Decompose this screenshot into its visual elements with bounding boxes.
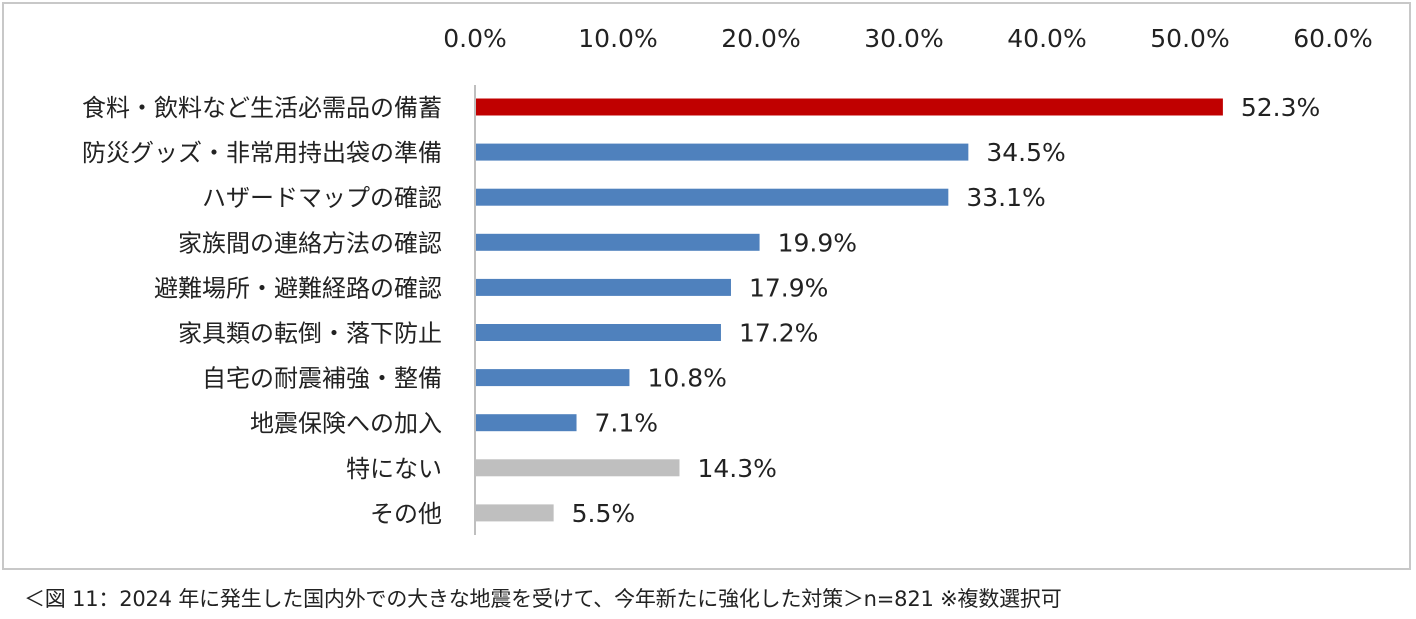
data-label: 5.5%: [572, 499, 636, 528]
x-tick-label: 20.0%: [721, 24, 800, 53]
bar: [476, 278, 731, 296]
data-label: 14.3%: [697, 454, 776, 483]
bar: [476, 324, 721, 341]
category-label: 避難場所・避難経路の確認: [154, 274, 442, 302]
x-tick-label: 30.0%: [864, 24, 943, 53]
category-label: 家具類の転倒・落下防止: [178, 320, 442, 348]
category-label: 家族間の連絡方法の確認: [178, 229, 442, 257]
data-label: 19.9%: [778, 228, 857, 257]
data-label: 17.9%: [749, 273, 828, 302]
category-label: ハザードマップの確認: [202, 184, 442, 212]
x-tick-label: 50.0%: [1150, 24, 1229, 53]
bar: [476, 414, 577, 432]
category-label: その他: [370, 500, 442, 528]
bar: [476, 143, 969, 161]
bar-chart: 0.0% 10.0% 20.0% 30.0% 40.0% 50.0% 60.0% 食料・飲料な…: [82, 24, 1373, 535]
x-tick-label: 60.0%: [1293, 24, 1372, 53]
bar: [476, 233, 760, 251]
bar: [476, 98, 1223, 116]
figure-caption: ＜図 11：2024 年に発生した国内外での大きな地震を受けて、今年新たに強化し…: [24, 587, 1062, 611]
data-label: 10.8%: [647, 364, 726, 393]
x-tick-label: 40.0%: [1007, 24, 1086, 53]
data-label: 52.3%: [1241, 93, 1320, 122]
bar: [476, 188, 949, 206]
category-label: 食料・飲料など生活必需品の備蓄: [82, 94, 442, 122]
data-label: 33.1%: [966, 183, 1045, 212]
data-label: 17.2%: [739, 319, 818, 348]
data-label: 7.1%: [595, 409, 659, 438]
data-label: 34.5%: [986, 138, 1065, 167]
x-tick-label: 0.0%: [443, 24, 507, 53]
category-label: 自宅の耐震補強・整備: [202, 365, 442, 393]
category-label: 防災グッズ・非常用持出袋の準備: [82, 139, 442, 167]
bar: [476, 459, 680, 477]
bar: [476, 504, 554, 522]
category-label: 地震保険への加入: [250, 410, 442, 438]
bar: [476, 369, 630, 387]
x-tick-label: 10.0%: [578, 24, 657, 53]
category-label: 特にない: [346, 455, 442, 483]
